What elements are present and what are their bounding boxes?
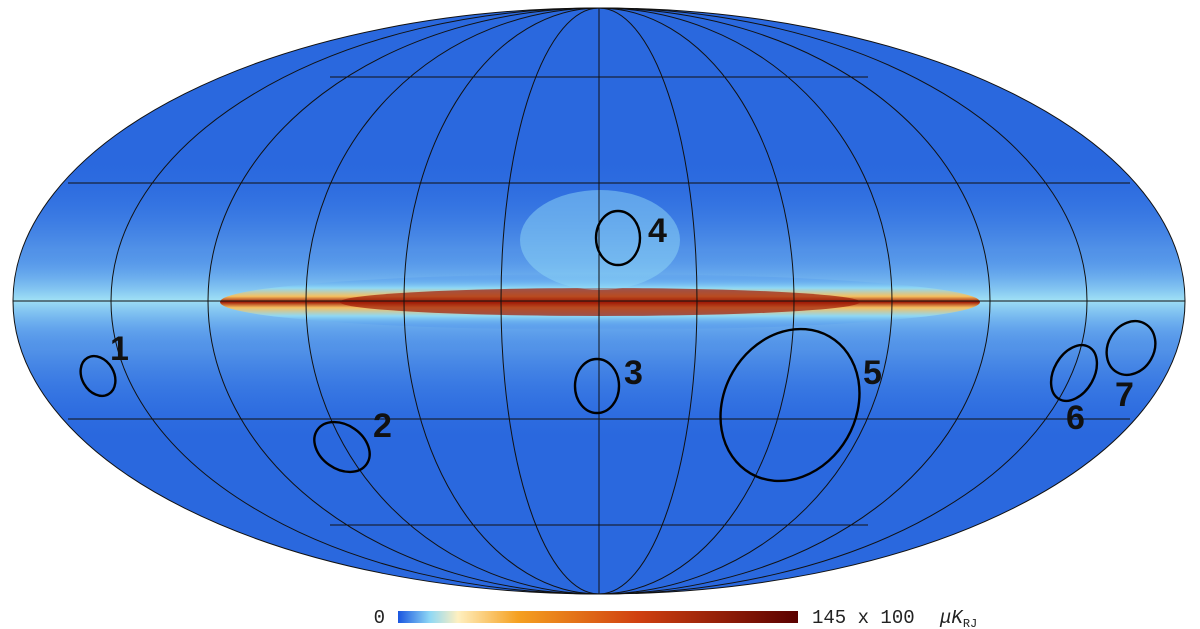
region-label: 5 xyxy=(863,354,882,392)
region-outline xyxy=(313,420,371,474)
region-label: 4 xyxy=(648,212,667,250)
region-label: 6 xyxy=(1066,399,1085,437)
region-outline xyxy=(1105,319,1157,377)
region-outline xyxy=(594,209,642,267)
unit-sub: RJ xyxy=(963,617,977,629)
graticule xyxy=(12,7,1186,595)
region-outline xyxy=(719,327,861,483)
colorbar-max: 145 x 100 xyxy=(812,607,915,629)
region-label: 1 xyxy=(110,330,129,368)
region-label: 3 xyxy=(624,354,643,392)
colorbar-gradient xyxy=(398,611,798,623)
regions: 1 2 3 4 5 6 7 xyxy=(79,209,1157,483)
colorbar: 0 145 x 100 μKRJ xyxy=(374,607,978,629)
region-outline xyxy=(1049,343,1099,403)
colorbar-unit: μKRJ xyxy=(939,607,977,629)
region-label: 7 xyxy=(1115,376,1134,414)
region-outline xyxy=(573,357,621,415)
region-outline xyxy=(79,354,117,398)
region-label: 2 xyxy=(373,407,392,445)
colorbar-min: 0 xyxy=(374,607,385,629)
unit: μK xyxy=(939,607,964,629)
